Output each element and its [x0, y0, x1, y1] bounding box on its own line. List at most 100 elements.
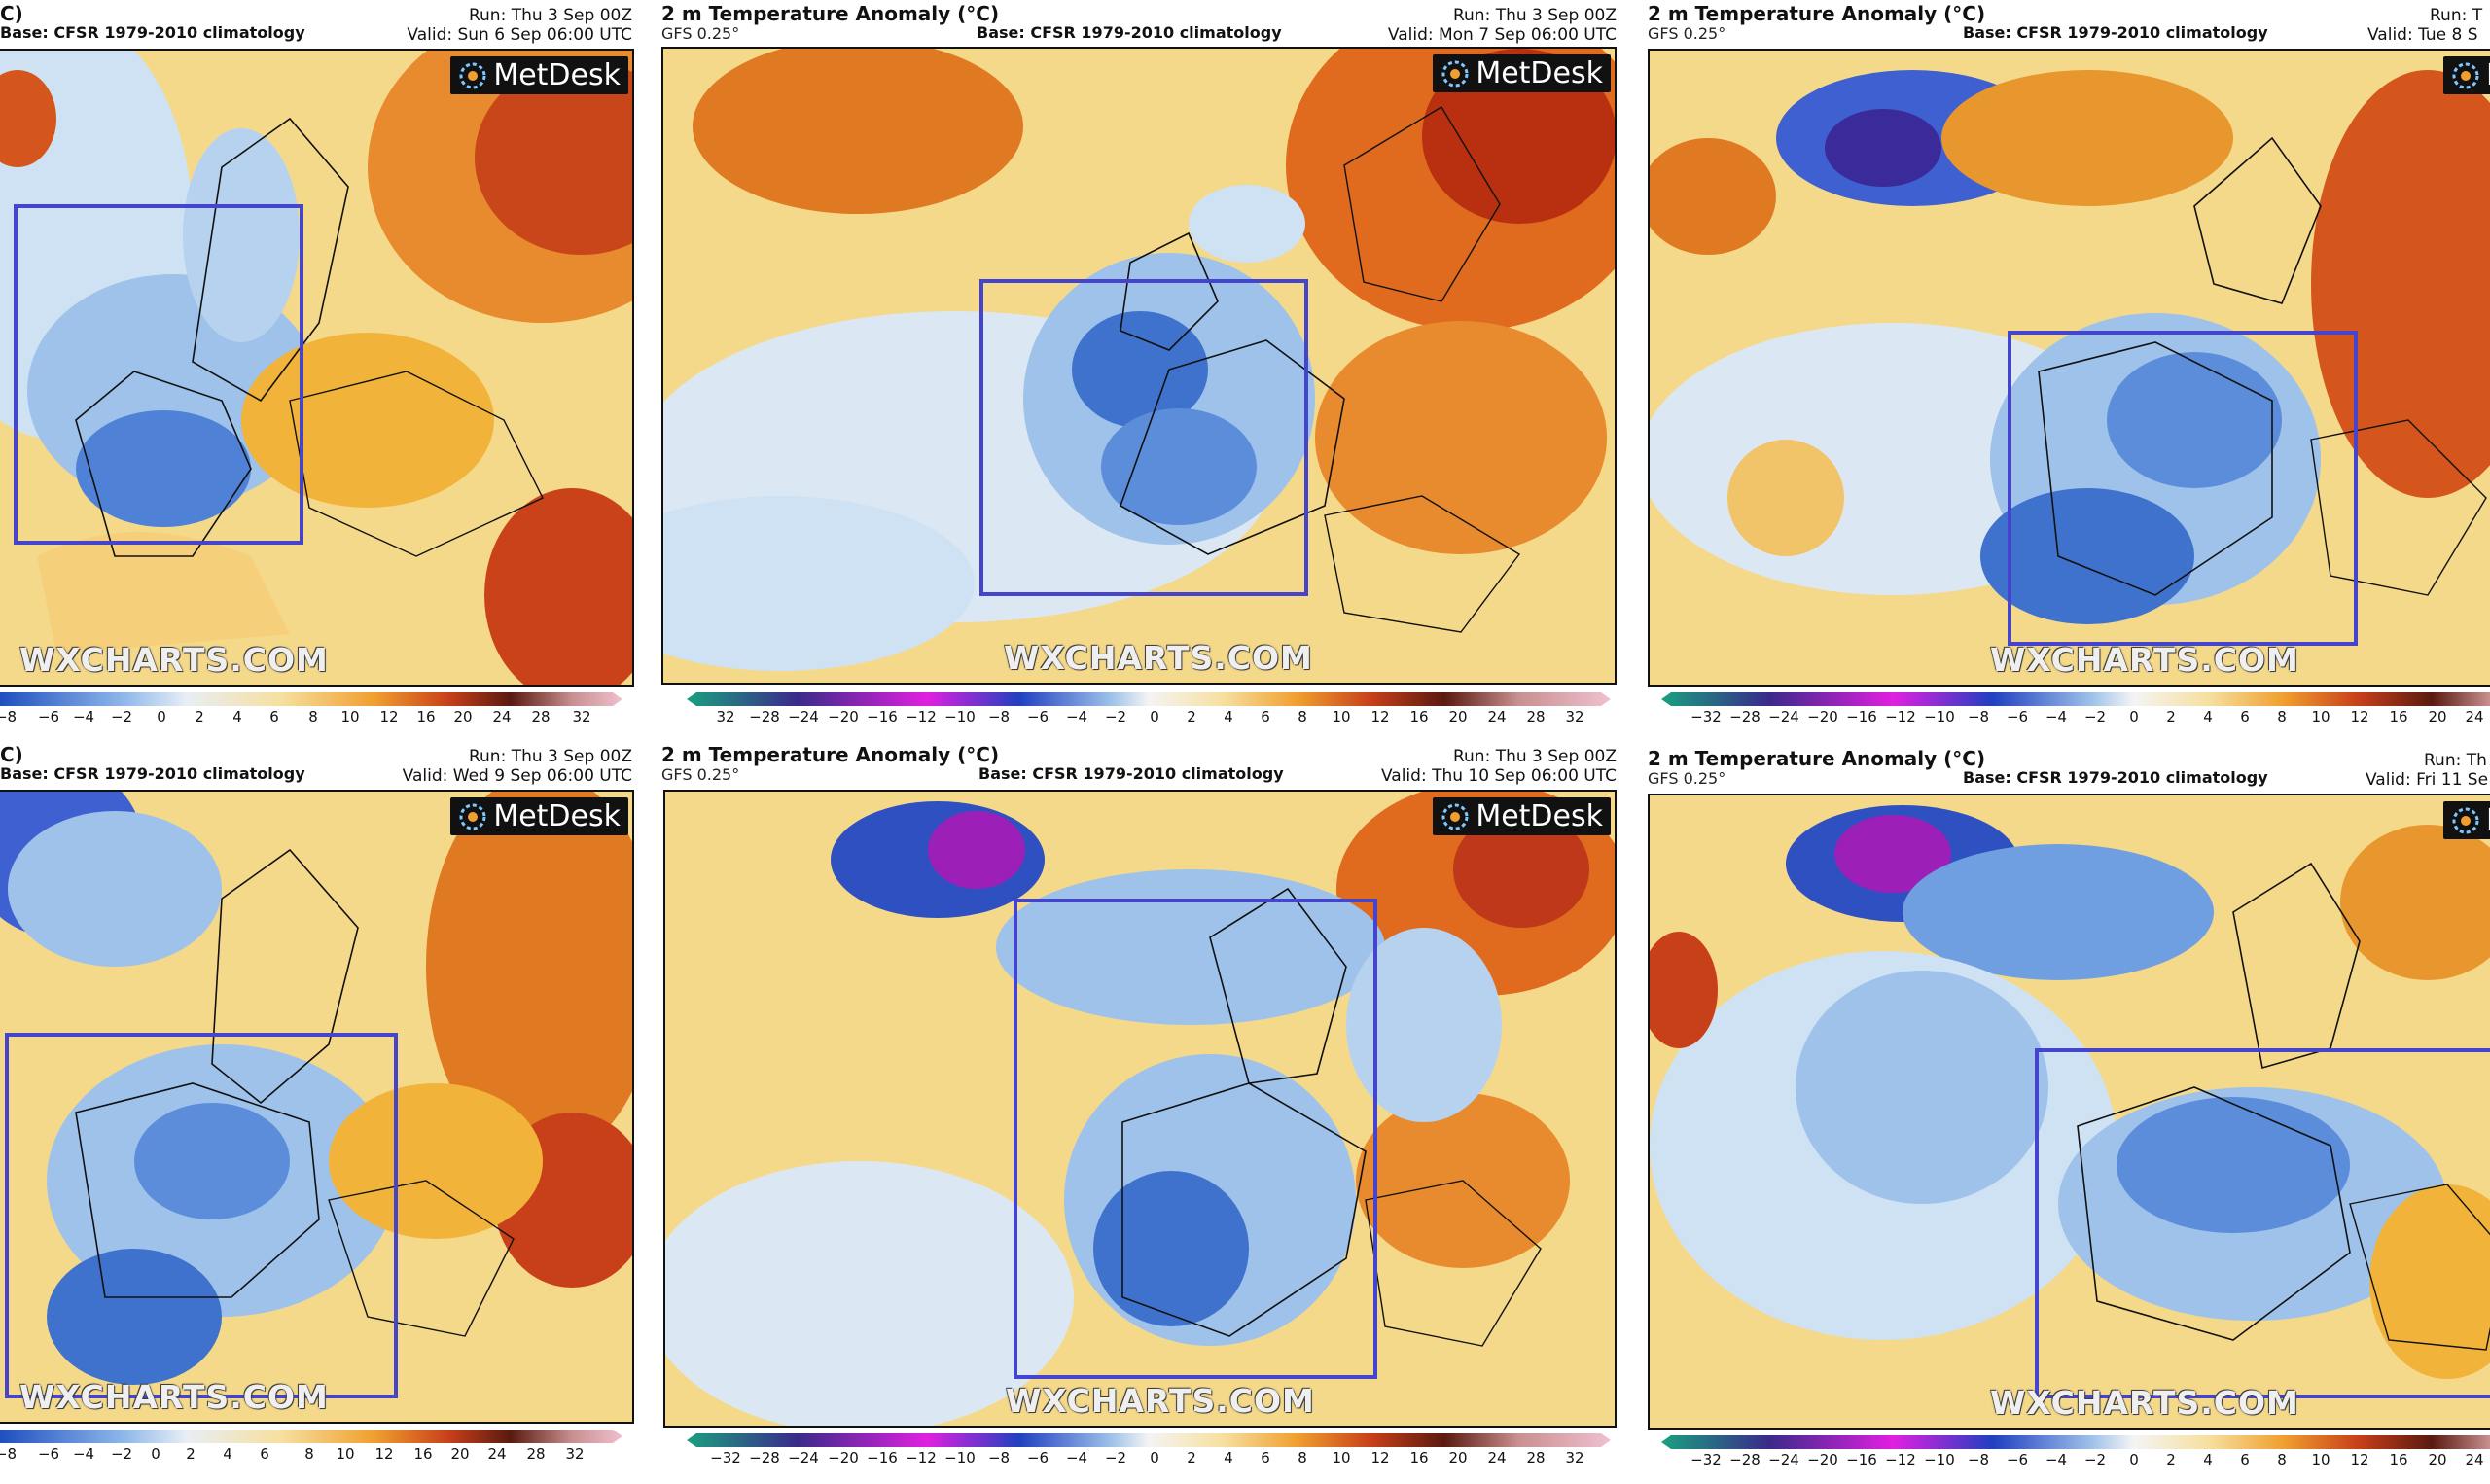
panel-model: GFS 0.25° — [661, 765, 740, 784]
wxcharts-watermark: WXCHARTS.COM — [1004, 639, 1313, 677]
tick-label: −16 — [1846, 708, 1877, 725]
metdesk-logo: MetDesk — [450, 56, 628, 94]
map-graphic — [0, 792, 632, 1422]
tick-label: 16 — [1409, 1449, 1429, 1466]
tick-label: −20 — [828, 1449, 859, 1466]
tick-label: 2 — [1187, 708, 1196, 725]
tick-label: 4 — [223, 1445, 232, 1463]
tick-label: −4 — [1065, 708, 1088, 725]
map-graphic — [665, 792, 1615, 1426]
tick-label: 16 — [413, 1445, 433, 1463]
tick-label: 4 — [1224, 1449, 1233, 1466]
tick-label: −24 — [788, 708, 819, 725]
panel-title: 2 m Temperature Anomaly (°C) — [661, 2, 1000, 25]
tick-label: 8 — [308, 708, 318, 725]
tick-label: 8 — [304, 1445, 314, 1463]
map-panel-4: C) Base: CFSR 1979-2010 climatology Run:… — [0, 741, 642, 1484]
anomaly-map: MetDesk WXCHARTS.COM — [661, 47, 1617, 685]
metdesk-logo-text: M — [2486, 803, 2490, 837]
tick-label: −6 — [1026, 708, 1049, 725]
wxcharts-watermark: WXCHARTS.COM — [1990, 641, 2299, 679]
colorbar — [677, 1433, 1620, 1447]
tick-label: 24 — [2465, 1451, 2484, 1468]
panel-run: Run: Thu 3 Sep 00Z — [468, 747, 632, 766]
tick-label: −20 — [1807, 1451, 1838, 1468]
tick-label: 10 — [1332, 1449, 1351, 1466]
tick-label: 0 — [2129, 708, 2139, 725]
metdesk-logo: MetDesk — [450, 797, 628, 835]
metdesk-logo-icon — [459, 803, 486, 830]
map-graphic — [663, 49, 1615, 683]
colorbar-ticks: −32 −28 −24 −20 −16 −12 −10 −8 −6 −4 −2 … — [1661, 708, 2490, 727]
colorbar-ticks: −8 −6 −4 −2 0 2 4 6 8 10 12 16 20 24 28 … — [0, 1445, 622, 1465]
tick-label: −2 — [110, 708, 133, 725]
tick-label: −2 — [2083, 708, 2107, 725]
tick-label: 0 — [1150, 708, 1159, 725]
panel-run: Run: Thu 3 Sep 00Z — [1452, 6, 1617, 25]
panel-valid: Valid: Tue 8 S — [2367, 25, 2478, 45]
metdesk-logo-icon — [1441, 803, 1469, 830]
anomaly-map: MetDesk WXCHARTS.COM — [0, 790, 634, 1424]
tick-label: −8 — [0, 1445, 18, 1463]
metdesk-logo: M — [2443, 801, 2490, 839]
tick-label: 32 — [1565, 708, 1584, 725]
anomaly-map: M WXCHARTS.COM — [1648, 49, 2490, 687]
tick-label: 0 — [157, 708, 166, 725]
tick-label: 24 — [487, 1445, 507, 1463]
tick-label: −8 — [987, 708, 1011, 725]
metdesk-logo-text: MetDesk — [1476, 799, 1603, 833]
colorbar-ticks: −8 −6 −4 −2 0 2 4 6 8 10 12 16 20 24 28 … — [0, 708, 622, 727]
tick-label: 12 — [1370, 1449, 1390, 1466]
wxcharts-watermark: WXCHARTS.COM — [1006, 1382, 1315, 1420]
tick-label: 16 — [416, 708, 436, 725]
tick-label: −24 — [1768, 708, 1799, 725]
tick-label: 16 — [2389, 1451, 2408, 1468]
metdesk-logo: MetDesk — [1433, 797, 1611, 835]
tick-label: −2 — [1104, 708, 1127, 725]
tick-label: −6 — [37, 1445, 60, 1463]
tick-label: −6 — [37, 708, 60, 725]
tick-label: 4 — [2203, 1451, 2213, 1468]
tick-label: −12 — [1885, 1451, 1916, 1468]
wxcharts-watermark: WXCHARTS.COM — [19, 641, 329, 679]
tick-label: 28 — [1526, 708, 1546, 725]
colorbar — [677, 692, 1620, 706]
tick-label: 16 — [1409, 708, 1429, 725]
tick-label: 12 — [1370, 708, 1390, 725]
tick-label: 20 — [1448, 1449, 1468, 1466]
panel-run: Run: Thu 3 Sep 00Z — [468, 6, 632, 25]
metdesk-logo-text: MetDesk — [493, 58, 621, 92]
panel-base: Base: CFSR 1979-2010 climatology — [978, 764, 1284, 783]
tick-label: −28 — [749, 1449, 780, 1466]
metdesk-logo-icon — [2452, 62, 2479, 88]
tick-label: 2 — [195, 708, 204, 725]
tick-label: 32 — [1565, 1449, 1584, 1466]
panel-valid: Valid: Mon 7 Sep 06:00 UTC — [1387, 25, 1617, 45]
tick-label: −16 — [867, 708, 898, 725]
tick-label: 24 — [1487, 1449, 1507, 1466]
tick-label: −2 — [1104, 1449, 1127, 1466]
anomaly-map: MetDesk WXCHARTS.COM — [663, 790, 1617, 1428]
colorbar-graphic — [0, 1430, 622, 1443]
colorbar — [1661, 692, 2490, 706]
tick-label: −28 — [1729, 1451, 1761, 1468]
metdesk-logo: MetDesk — [1433, 54, 1611, 92]
metdesk-logo-icon — [1441, 60, 1469, 87]
panel-model: GFS 0.25° — [661, 24, 740, 43]
tick-label: 16 — [2389, 708, 2408, 725]
colorbar — [0, 1430, 622, 1443]
tick-label: 20 — [2428, 1451, 2447, 1468]
tick-label: −20 — [1807, 708, 1838, 725]
panel-valid: Valid: Wed 9 Sep 06:00 UTC — [402, 766, 632, 786]
panel-title: C) — [0, 743, 23, 766]
tick-label: −12 — [906, 1449, 937, 1466]
tick-label: 8 — [2277, 708, 2287, 725]
tick-label: −6 — [1026, 1449, 1049, 1466]
map-graphic — [1650, 51, 2490, 685]
colorbar-graphic — [0, 692, 622, 706]
tick-label: 6 — [1261, 1449, 1270, 1466]
tick-label: −12 — [906, 708, 937, 725]
tick-label: −32 — [1690, 708, 1722, 725]
tick-label: −12 — [1885, 708, 1916, 725]
anomaly-map: M WXCHARTS.COM — [1648, 794, 2490, 1430]
